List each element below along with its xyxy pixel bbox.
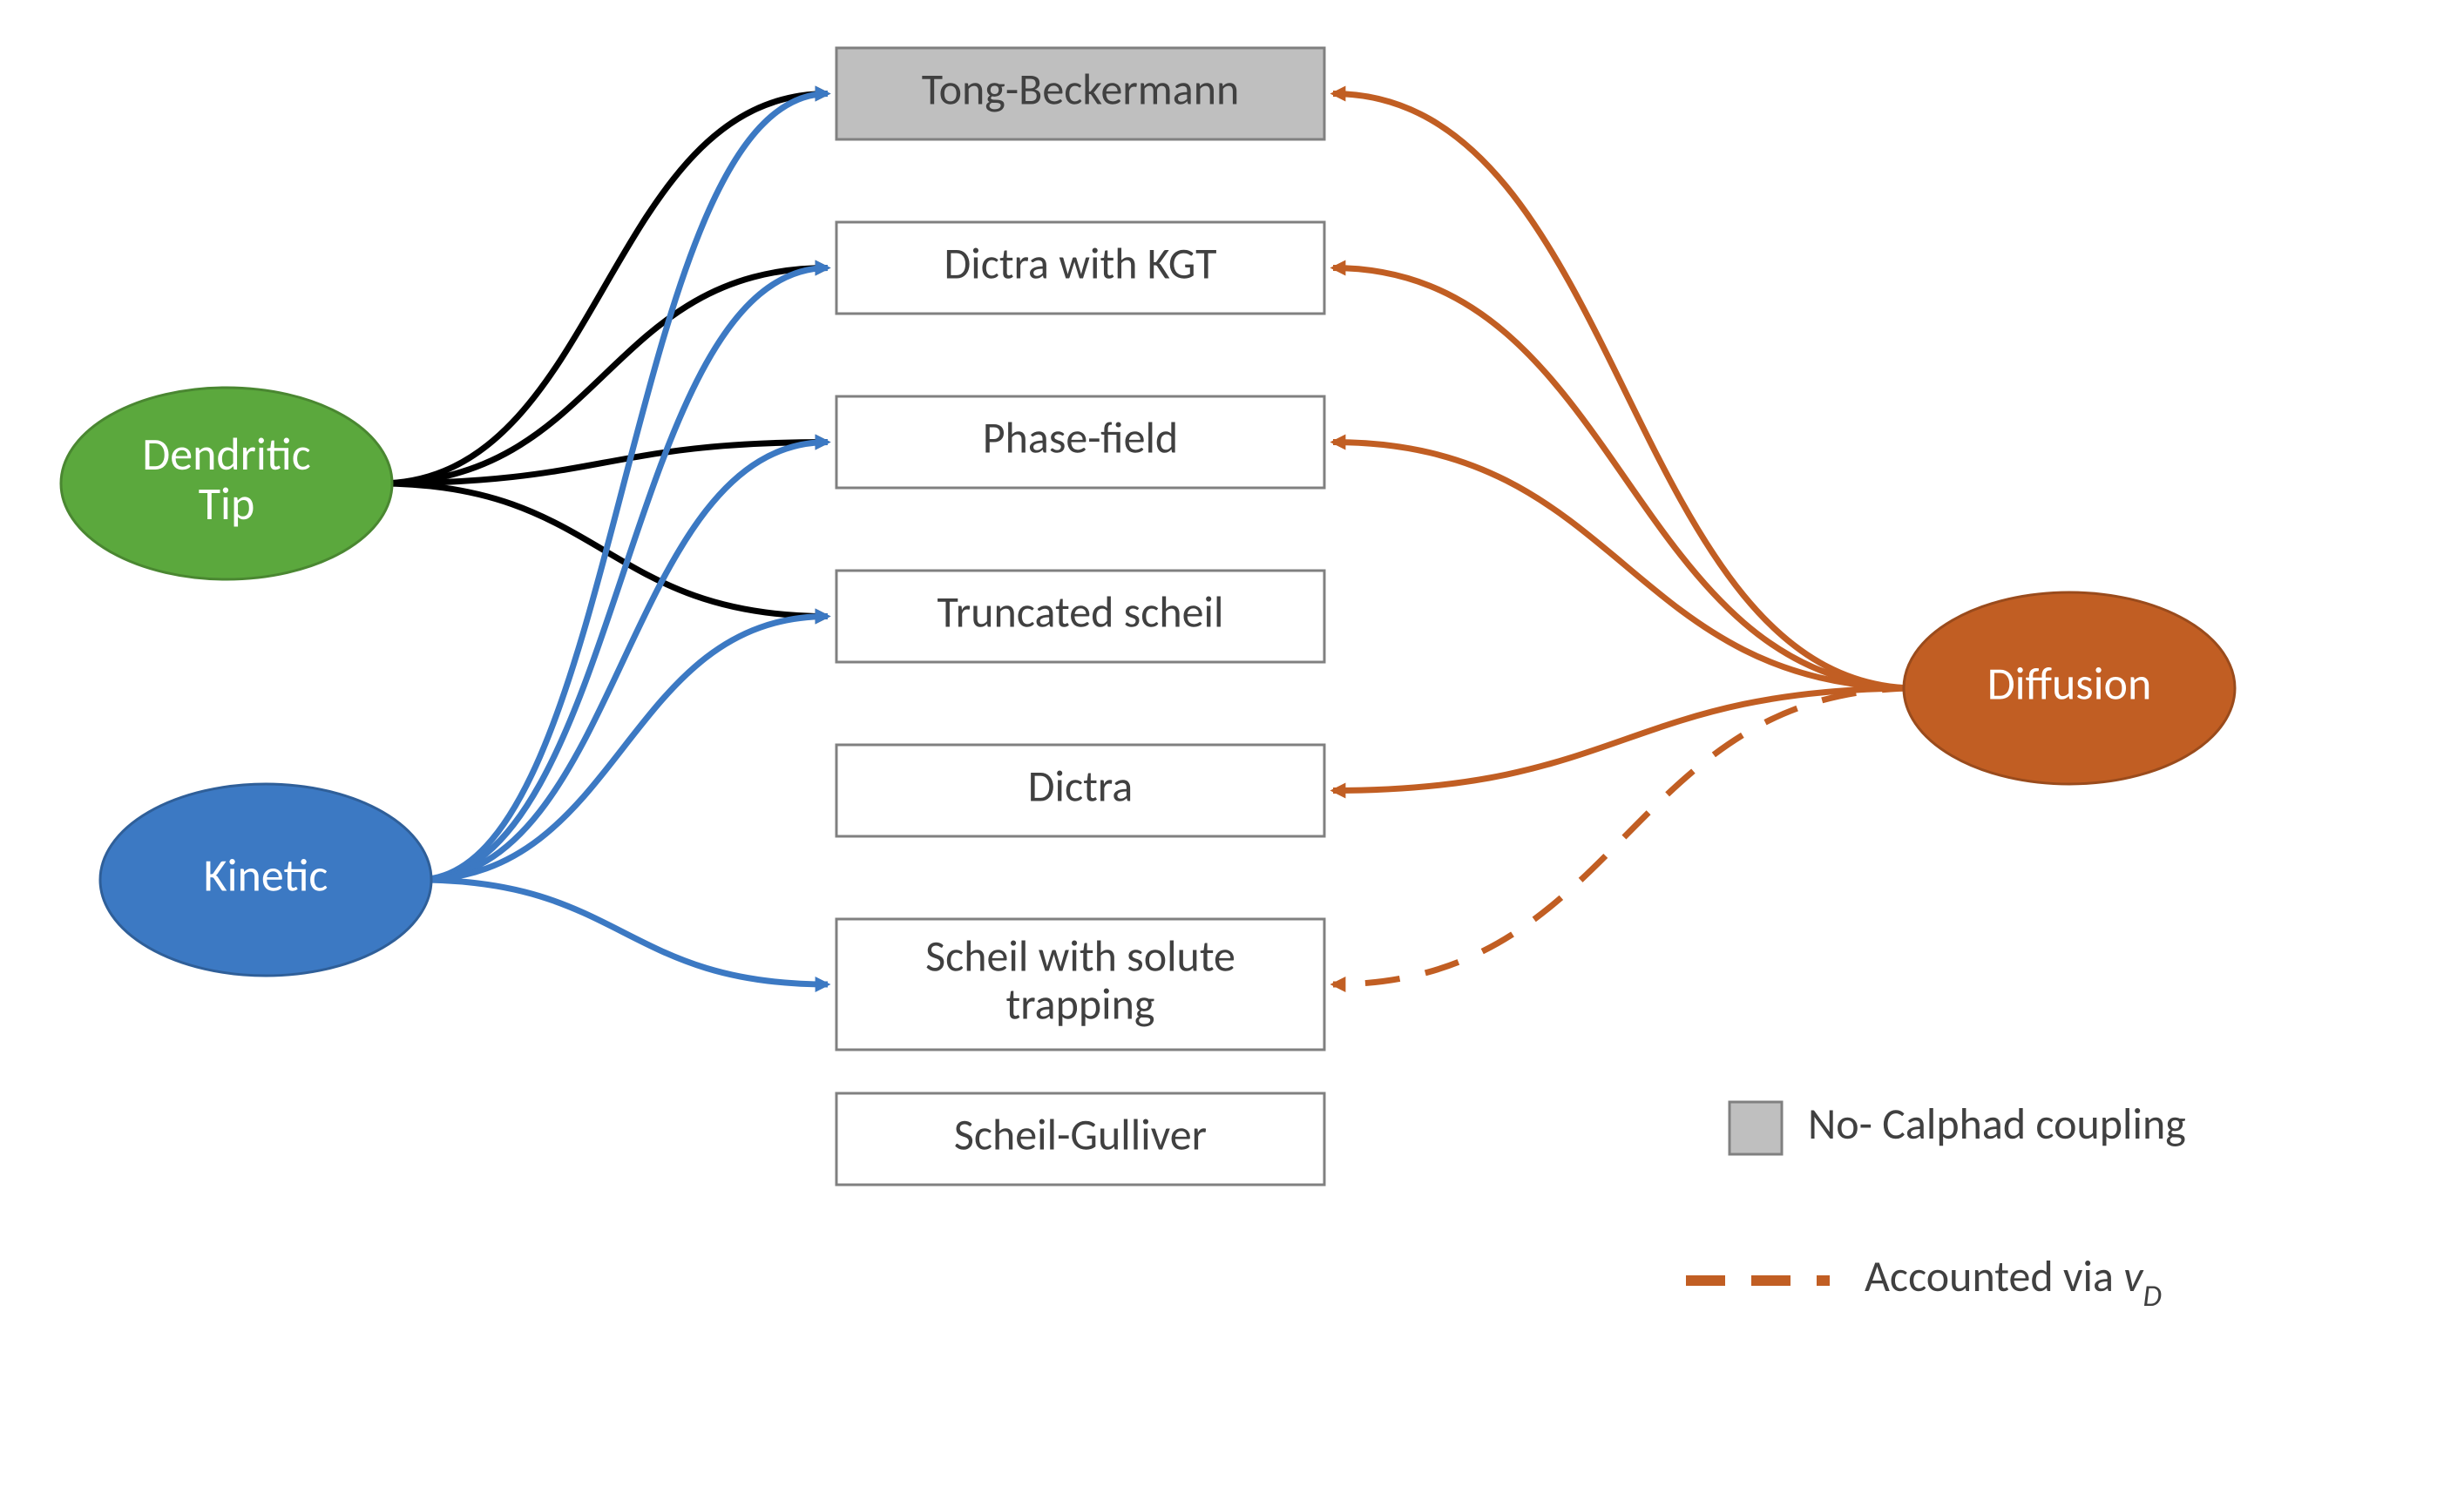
edge xyxy=(379,94,828,484)
edge xyxy=(418,94,828,881)
box-tong-label: Tong-Beckermann xyxy=(922,63,1239,116)
boxes-layer: Tong-Beckermann Dictra with KGT Phase-fiel… xyxy=(836,48,1324,1185)
legend: No- Calphad coupling Accounted via vD xyxy=(1686,1098,2186,1315)
ellipse-kinetic-label: Kinetic xyxy=(204,847,328,902)
legend-dash-label: Accounted via vD xyxy=(1865,1250,2162,1315)
edge xyxy=(1333,688,1917,984)
ellipse-dendritic-label: Dendritic xyxy=(142,426,311,482)
legend-swatch-box xyxy=(1730,1102,1782,1154)
box-scheilg-label: Scheil-Gulliver xyxy=(954,1108,1207,1161)
edge xyxy=(418,443,828,881)
edge xyxy=(379,268,828,484)
edge xyxy=(418,880,828,984)
box-phase-label: Phase-field xyxy=(983,411,1178,464)
box-trunc-label: Truncated scheil xyxy=(938,585,1224,639)
legend-box-label: No- Calphad coupling xyxy=(1808,1098,2186,1151)
box-scheilst-label: Scheil with solute xyxy=(925,930,1235,983)
ellipse-dendritic-label: Tip xyxy=(199,476,255,531)
ellipse-diffusion-label: Diffusion xyxy=(1987,655,2152,711)
edge xyxy=(1333,94,1917,689)
edge xyxy=(1333,688,1917,791)
box-scheilst-label: trapping xyxy=(1006,977,1155,1031)
edge xyxy=(1333,268,1917,689)
box-dictra-label: Dictra xyxy=(1028,760,1133,813)
box-dictrakgt-label: Dictra with KGT xyxy=(944,237,1216,290)
